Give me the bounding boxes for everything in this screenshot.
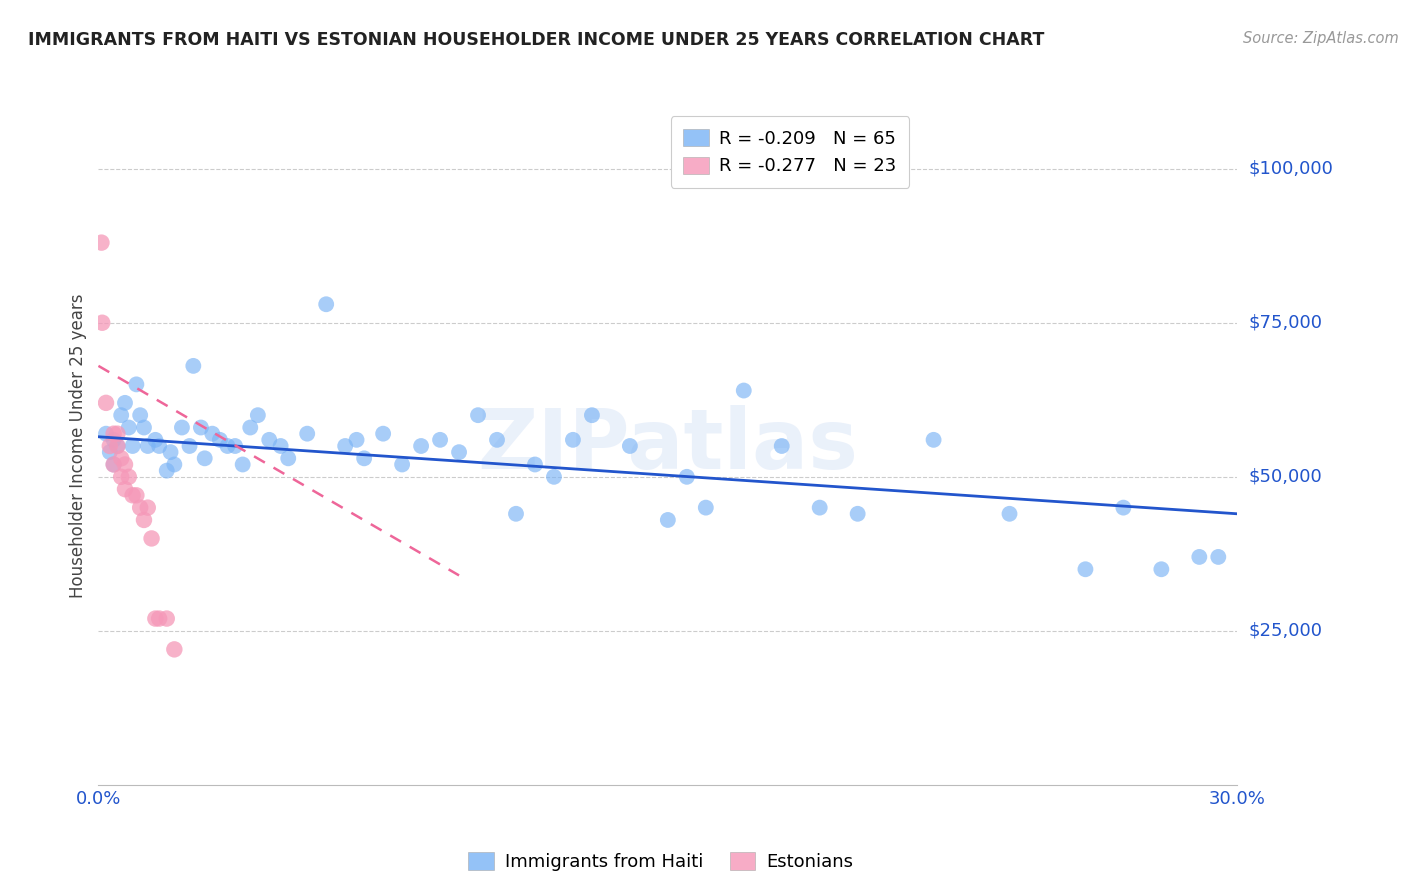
Point	[297, 426, 319, 441]
Point	[270, 439, 292, 453]
Point	[183, 359, 205, 373]
Legend: Immigrants from Haiti, Estonians: Immigrants from Haiti, Estonians	[461, 846, 860, 879]
Point	[208, 433, 231, 447]
Point	[922, 433, 945, 447]
Point	[103, 433, 125, 447]
Point	[132, 420, 155, 434]
Point	[695, 500, 717, 515]
Point	[121, 439, 143, 453]
Point	[107, 426, 129, 441]
Point	[1112, 500, 1135, 515]
Legend: R = -0.209   N = 65, R = -0.277   N = 23: R = -0.209 N = 65, R = -0.277 N = 23	[671, 116, 910, 188]
Point	[159, 445, 181, 459]
Point	[524, 458, 547, 472]
Point	[141, 532, 163, 546]
Point	[619, 439, 641, 453]
Point	[486, 433, 509, 447]
Point	[170, 420, 193, 434]
Point	[118, 420, 141, 434]
Text: ZIPatlas: ZIPatlas	[478, 406, 858, 486]
Point	[232, 458, 254, 472]
Text: Source: ZipAtlas.com: Source: ZipAtlas.com	[1243, 31, 1399, 46]
Point	[217, 439, 239, 453]
Point	[1208, 549, 1230, 564]
Point	[277, 451, 299, 466]
Point	[98, 445, 121, 459]
Point	[998, 507, 1021, 521]
Point	[239, 420, 262, 434]
Point	[110, 408, 132, 422]
Point	[121, 488, 143, 502]
Point	[449, 445, 471, 459]
Point	[107, 439, 129, 453]
Point	[190, 420, 212, 434]
Point	[315, 297, 337, 311]
Point	[103, 458, 125, 472]
Point	[163, 458, 186, 472]
Point	[110, 451, 132, 466]
Point	[224, 439, 246, 453]
Point	[125, 377, 148, 392]
Point	[335, 439, 357, 453]
Text: IMMIGRANTS FROM HAITI VS ESTONIAN HOUSEHOLDER INCOME UNDER 25 YEARS CORRELATION : IMMIGRANTS FROM HAITI VS ESTONIAN HOUSEH…	[28, 31, 1045, 49]
Y-axis label: Householder Income Under 25 years: Householder Income Under 25 years	[69, 293, 87, 599]
Point	[156, 611, 179, 625]
Point	[346, 433, 368, 447]
Point	[1074, 562, 1097, 576]
Point	[657, 513, 679, 527]
Text: $100,000: $100,000	[1249, 160, 1333, 178]
Point	[1188, 549, 1211, 564]
Point	[103, 458, 125, 472]
Point	[98, 439, 121, 453]
Point	[179, 439, 201, 453]
Point	[129, 408, 152, 422]
Point	[136, 439, 159, 453]
Point	[391, 458, 413, 472]
Point	[733, 384, 755, 398]
Point	[163, 642, 186, 657]
Point	[148, 611, 170, 625]
Point	[201, 426, 224, 441]
Point	[136, 500, 159, 515]
Point	[91, 316, 114, 330]
Text: $25,000: $25,000	[1249, 622, 1323, 640]
Point	[259, 433, 281, 447]
Point	[581, 408, 603, 422]
Point	[846, 507, 869, 521]
Text: $75,000: $75,000	[1249, 314, 1323, 332]
Point	[145, 433, 167, 447]
Point	[125, 488, 148, 502]
Point	[676, 470, 699, 484]
Point	[94, 396, 117, 410]
Point	[90, 235, 112, 250]
Point	[129, 500, 152, 515]
Point	[543, 470, 565, 484]
Point	[371, 426, 394, 441]
Point	[114, 482, 136, 496]
Point	[194, 451, 217, 466]
Point	[148, 439, 170, 453]
Point	[770, 439, 793, 453]
Point	[110, 470, 132, 484]
Point	[353, 451, 375, 466]
Point	[562, 433, 585, 447]
Point	[114, 396, 136, 410]
Text: $50,000: $50,000	[1249, 467, 1322, 486]
Point	[145, 611, 167, 625]
Point	[132, 513, 155, 527]
Point	[103, 426, 125, 441]
Point	[107, 439, 129, 453]
Point	[429, 433, 451, 447]
Point	[467, 408, 489, 422]
Point	[118, 470, 141, 484]
Point	[246, 408, 269, 422]
Point	[1150, 562, 1173, 576]
Point	[411, 439, 433, 453]
Point	[156, 464, 179, 478]
Point	[505, 507, 527, 521]
Point	[94, 426, 117, 441]
Point	[114, 458, 136, 472]
Point	[808, 500, 831, 515]
